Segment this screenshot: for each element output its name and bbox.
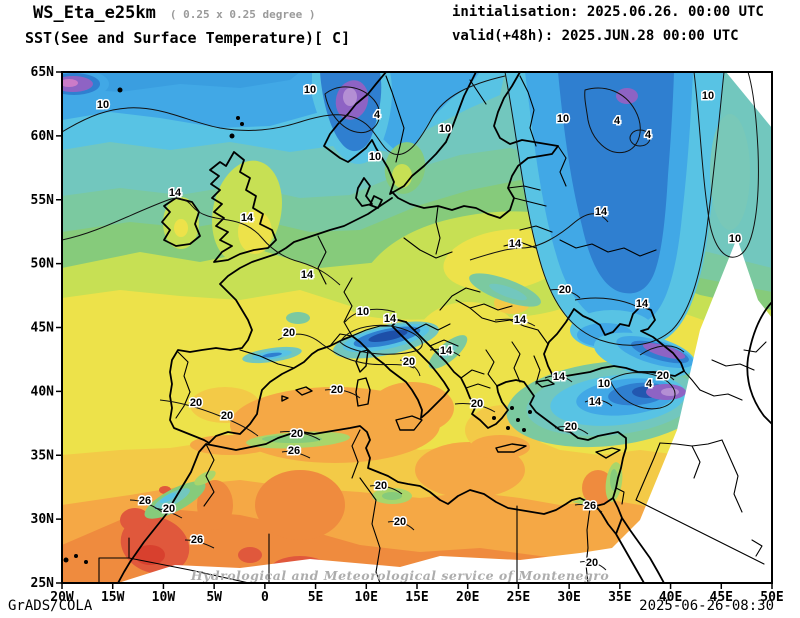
y-tick-label: 50N [31, 257, 55, 272]
contour-label: 20 [471, 398, 483, 410]
no-data-regions [118, 72, 772, 583]
contour-labels: 10 10 10 10 10 10 10 10 10 4 4 4 4 14 14 14 14 14 14 14 14 14… [95, 83, 742, 571]
contour-label: 26 [584, 500, 596, 512]
x-tick-label: 15E [405, 590, 428, 605]
watermark: Hydrological and Meteorological service … [190, 568, 609, 583]
contour-label: 14 [514, 314, 527, 326]
x-tick-label: 20E [456, 590, 479, 605]
x-tick-label: 50E [760, 590, 783, 605]
contour-label: 10 [369, 151, 381, 163]
x-axis: 20W 15W 10W 5W 0 5E 10E 15E 20E 25E 30E 35E 40E 45E 50… [50, 583, 784, 605]
contour-label: 14 [595, 206, 608, 218]
x-tick-label: 5W [206, 590, 222, 605]
coastlines [63, 72, 772, 583]
contour-label: 20 [586, 557, 598, 569]
contour-label: 10 [598, 378, 610, 390]
contour-label: 20 [565, 421, 577, 433]
model-title: WS_Eta_e25km ( 0.25 x 0.25 degree ) [33, 3, 316, 23]
contour-label: 20 [283, 327, 295, 339]
contour-label: 14 [169, 187, 182, 199]
y-tick-label: 60N [31, 129, 55, 144]
contour-label: 14 [440, 345, 453, 357]
x-tick-label: 10E [355, 590, 378, 605]
contour-label: 26 [191, 534, 203, 546]
contour-label: 10 [357, 306, 369, 318]
contour-label: 4 [646, 378, 653, 390]
map-content: 10 10 10 10 10 10 10 10 10 4 4 4 4 14 14 14 14 14 14 14 14 14… [62, 72, 772, 583]
creation-timestamp: 2025-06-26-08:30 [639, 598, 774, 614]
x-tick-label: 15W [101, 590, 125, 605]
y-tick-label: 30N [31, 512, 55, 527]
y-tick-label: 65N [31, 65, 55, 80]
y-tick-label: 25N [31, 576, 55, 591]
contour-label: 20 [559, 284, 571, 296]
y-tick-label: 40N [31, 384, 55, 399]
contour-label: 20 [403, 356, 415, 368]
contour-label: 20 [657, 370, 669, 382]
contour-label: 20 [291, 428, 303, 440]
resolution-label: ( 0.25 x 0.25 degree ) [169, 8, 316, 21]
y-tick-label: 45N [31, 321, 55, 336]
contour-label: 20 [163, 503, 175, 515]
contour-label: 10 [557, 113, 569, 125]
x-tick-label: 40E [659, 590, 682, 605]
x-tick-label: 0 [261, 590, 269, 605]
model-name: WS_Eta_e25km [33, 3, 156, 23]
x-tick-label: 5E [308, 590, 324, 605]
contour-label: 14 [589, 396, 602, 408]
contour-lines [62, 72, 759, 571]
contour-label: 10 [97, 99, 109, 111]
x-tick-label: 25E [507, 590, 530, 605]
contour-label: 26 [288, 445, 300, 457]
contour-label: 26 [139, 495, 151, 507]
country-borders [98, 75, 767, 583]
x-tick-label: 45E [710, 590, 733, 605]
x-tick-label: 35E [608, 590, 631, 605]
contour-label: 4 [614, 115, 621, 127]
x-tick-label: 10W [152, 590, 176, 605]
contour-label: 20 [221, 410, 233, 422]
initialisation-line: initialisation: 2025.06.26. 00:00 UTC [452, 4, 764, 20]
contour-label: 20 [190, 397, 202, 409]
x-tick-label: 30E [557, 590, 580, 605]
contour-label: 20 [331, 384, 343, 396]
contour-label: 14 [553, 371, 566, 383]
grads-credit: GrADS/COLA [8, 598, 93, 614]
contour-label: 14 [301, 269, 314, 281]
valid-line: valid(+48h): 2025.JUN.28 00:00 UTC [452, 28, 739, 44]
y-axis: 65N 60N 55N 50N 45N 40N 35N 30N 25N [31, 65, 62, 591]
contour-label: 14 [636, 298, 649, 310]
contour-label: 20 [394, 516, 406, 528]
variable-title: SST(See and Surface Temperature)[ C] [25, 29, 351, 47]
contour-label: 4 [374, 109, 381, 121]
contour-label: 14 [241, 212, 254, 224]
contour-label: 10 [439, 123, 451, 135]
x-tick-label: 20W [50, 590, 74, 605]
y-tick-label: 55N [31, 193, 55, 208]
contour-label: 14 [509, 238, 522, 250]
contour-label: 10 [304, 84, 316, 96]
contour-label: 10 [729, 233, 741, 245]
contour-label: 14 [384, 313, 397, 325]
y-tick-label: 35N [31, 448, 55, 463]
contour-label: 20 [375, 480, 387, 492]
contour-label: 4 [645, 129, 652, 141]
contour-label: 10 [702, 90, 714, 102]
